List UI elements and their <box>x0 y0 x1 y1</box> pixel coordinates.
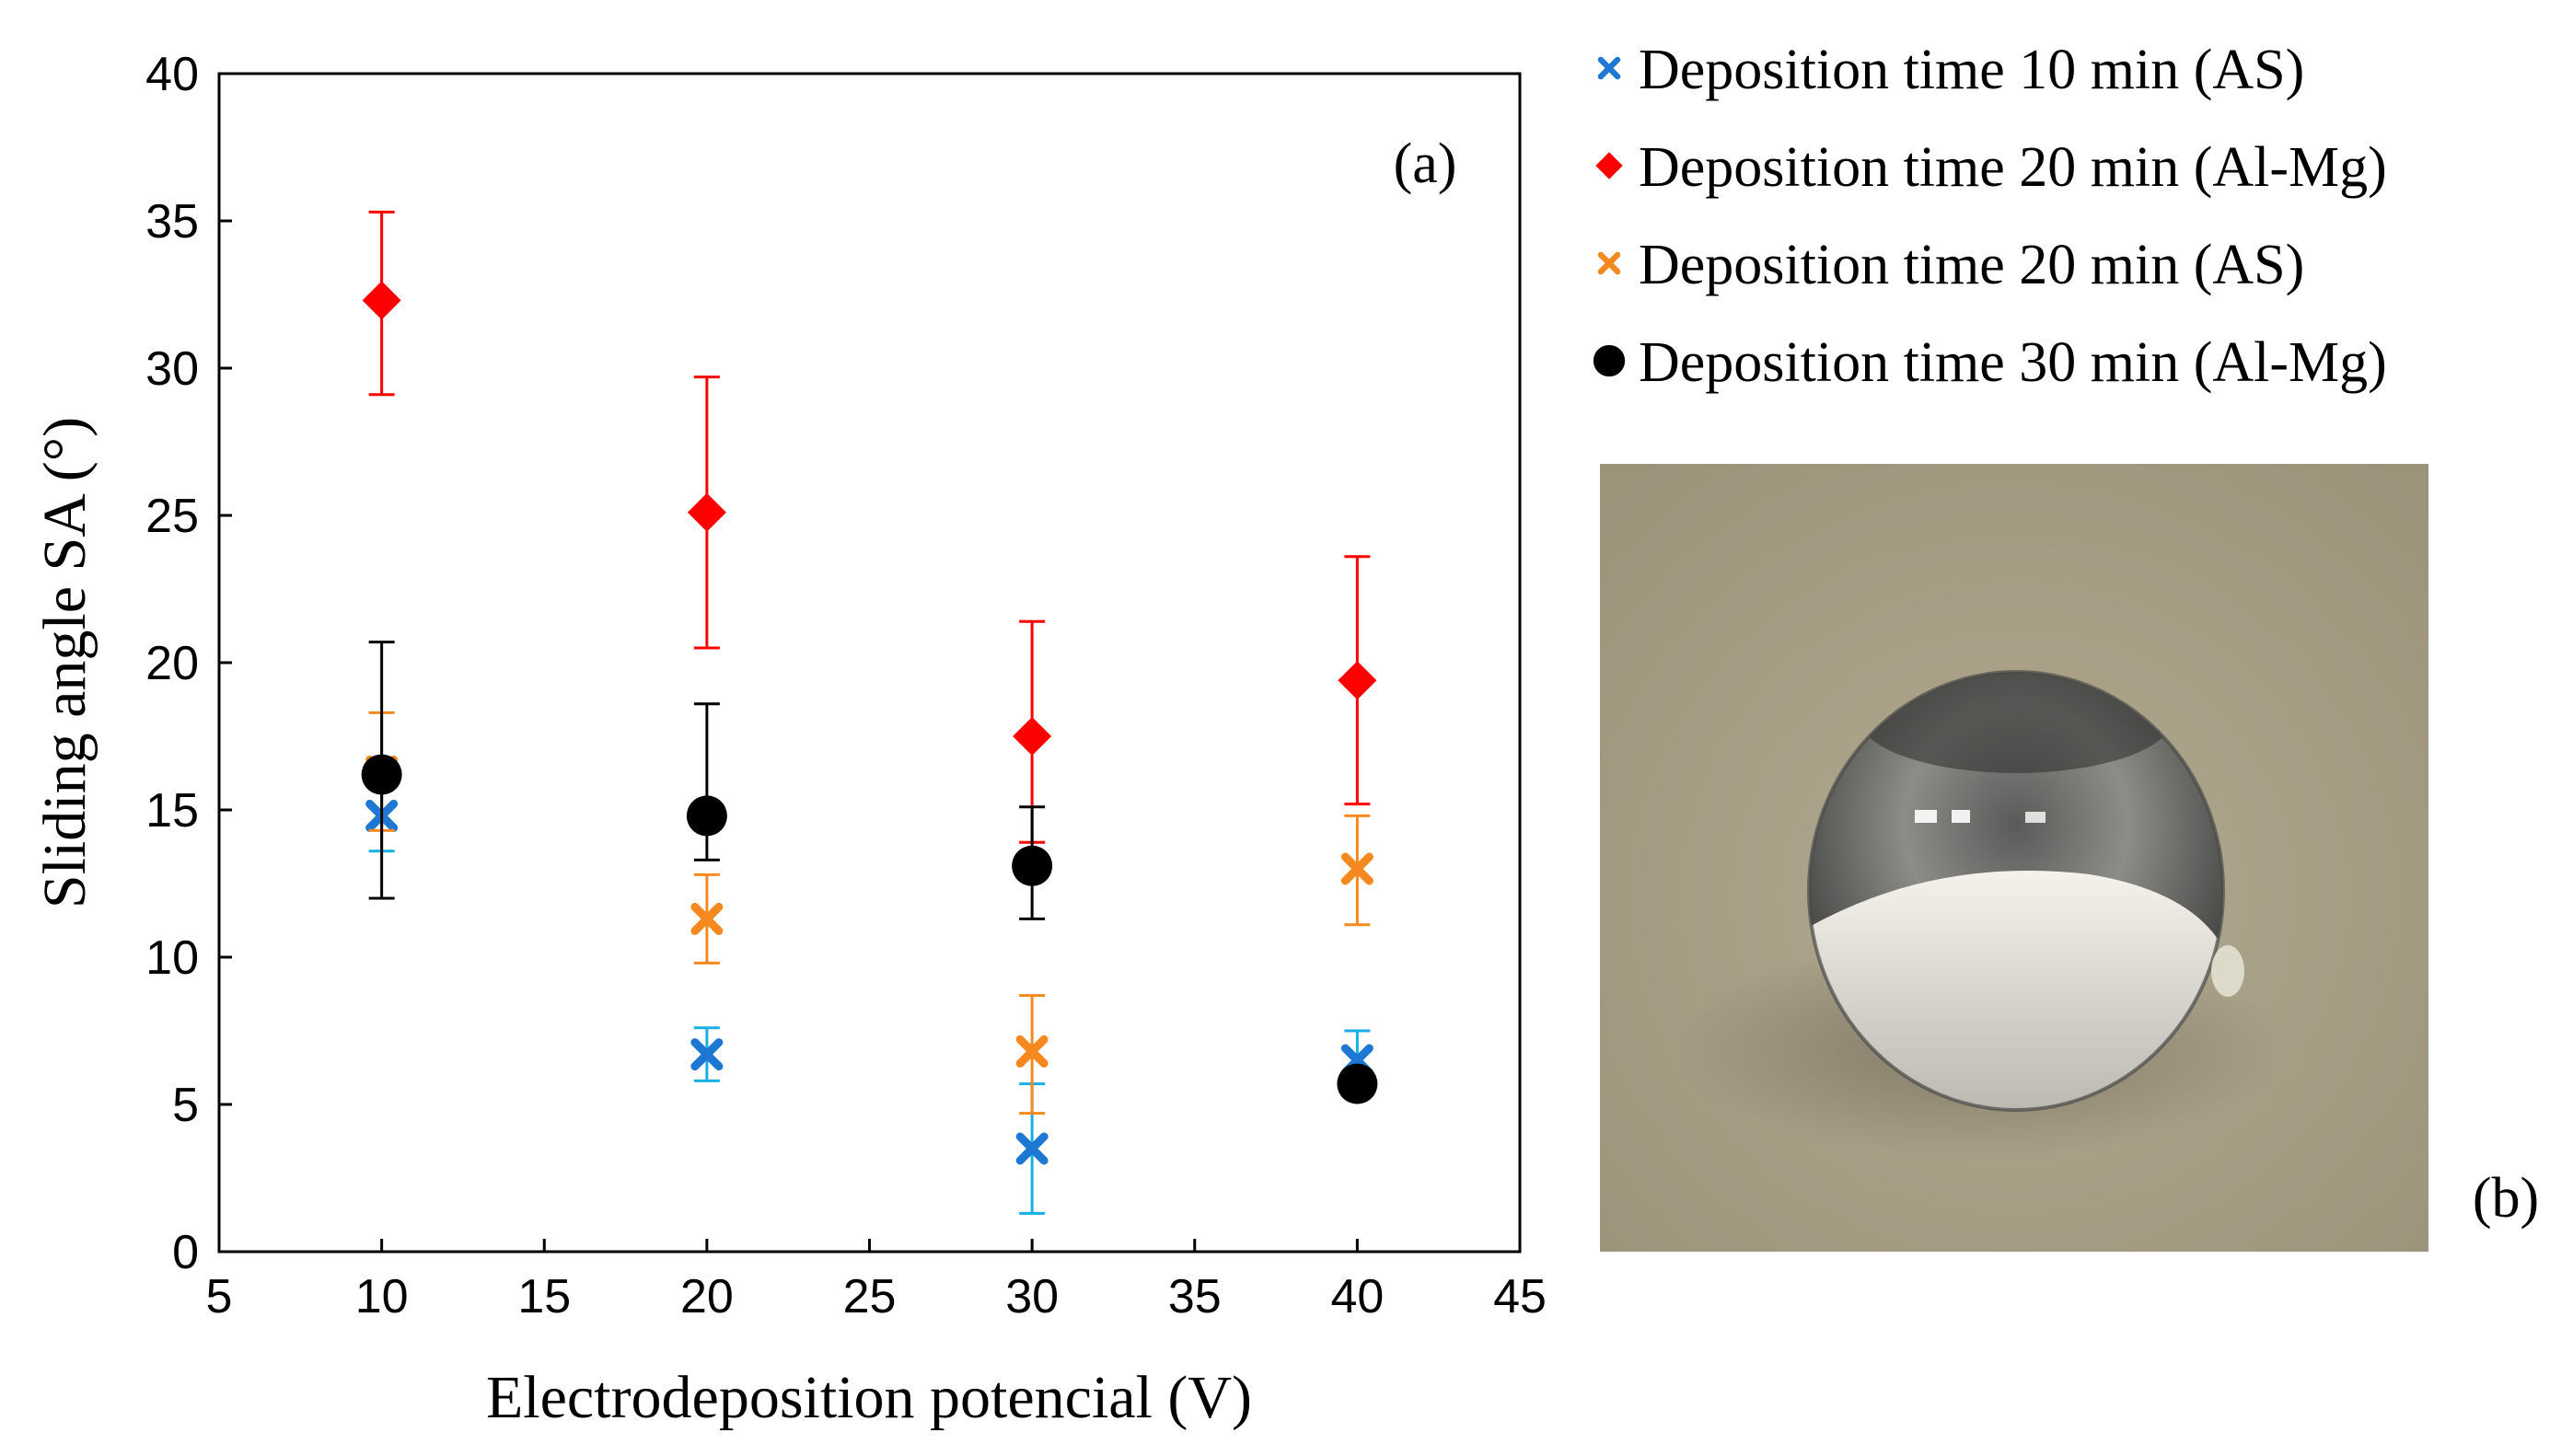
series-2 <box>362 210 1377 844</box>
legend-marker <box>1593 344 1626 377</box>
plot-area-frame <box>217 72 1522 1254</box>
x-tick-label: 5 <box>206 1270 233 1323</box>
legend-item: Deposition time 20 min (Al-Mg) <box>1595 136 2387 199</box>
y-tick-label: 30 <box>145 342 199 396</box>
data-point <box>690 1038 724 1071</box>
legend-item: Deposition time 10 min (AS) <box>1597 39 2304 101</box>
legend-marker <box>1597 251 1621 275</box>
panel-label-a: (a) <box>1394 133 1457 195</box>
y-tick-label: 20 <box>145 637 199 690</box>
legend-marker <box>1597 56 1621 80</box>
panel-label-b: (b) <box>2473 1167 2539 1230</box>
series-4 <box>361 641 1378 1104</box>
y-tick-label: 10 <box>145 931 199 985</box>
legend-label: Deposition time 30 min (Al-Mg) <box>1639 331 2387 394</box>
data-point <box>690 902 724 935</box>
data-point <box>1340 852 1373 885</box>
x-tick-label: 10 <box>355 1270 409 1323</box>
legend: Deposition time 10 min (AS) Deposition ti… <box>1593 39 2387 394</box>
data-point <box>1013 717 1052 756</box>
data-point <box>1015 1132 1049 1165</box>
data-point <box>361 754 402 795</box>
x-tick-label: 45 <box>1493 1270 1547 1323</box>
data-point <box>1338 661 1377 700</box>
y-tick-label: 25 <box>145 490 199 543</box>
x-tick-label: 40 <box>1330 1270 1384 1323</box>
data-point <box>1012 845 1053 886</box>
legend-item: Deposition time 30 min (Al-Mg) <box>1593 331 2387 394</box>
legend-item: Deposition time 20 min (AS) <box>1597 234 2304 296</box>
x-tick-label: 25 <box>843 1270 897 1323</box>
data-point <box>1337 1063 1378 1104</box>
series-3 <box>365 711 1373 1115</box>
data-point <box>687 492 726 532</box>
x-tick-label: 20 <box>680 1270 734 1323</box>
y-axis-title: Sliding angle SA (°) <box>31 417 99 908</box>
y-axis-ticks: 0 5 10 15 20 25 30 35 40 <box>145 48 232 1279</box>
y-tick-label: 15 <box>145 784 199 838</box>
data-series <box>361 210 1378 1215</box>
y-tick-label: 0 <box>172 1226 199 1279</box>
droplet-photo <box>1600 464 2428 1252</box>
series-1 <box>365 779 1373 1215</box>
data-point <box>1015 1034 1049 1068</box>
y-tick-label: 40 <box>145 48 199 101</box>
x-tick-label: 15 <box>517 1270 571 1323</box>
x-tick-label: 30 <box>1005 1270 1059 1323</box>
error-bar <box>693 702 720 861</box>
legend-label: Deposition time 20 min (AS) <box>1639 234 2304 296</box>
legend-label: Deposition time 20 min (Al-Mg) <box>1639 136 2387 199</box>
data-point <box>362 281 401 320</box>
legend-marker <box>1595 152 1623 179</box>
x-tick-label: 35 <box>1168 1270 1222 1323</box>
y-tick-label: 5 <box>172 1079 199 1132</box>
legend-label: Deposition time 10 min (AS) <box>1639 39 2304 101</box>
y-tick-label: 35 <box>145 195 199 248</box>
x-axis-title: Electrodeposition potencial (V) <box>486 1364 1252 1431</box>
data-point <box>686 795 727 837</box>
x-axis-ticks: 5 10 15 20 25 30 35 40 45 <box>206 1239 1547 1323</box>
